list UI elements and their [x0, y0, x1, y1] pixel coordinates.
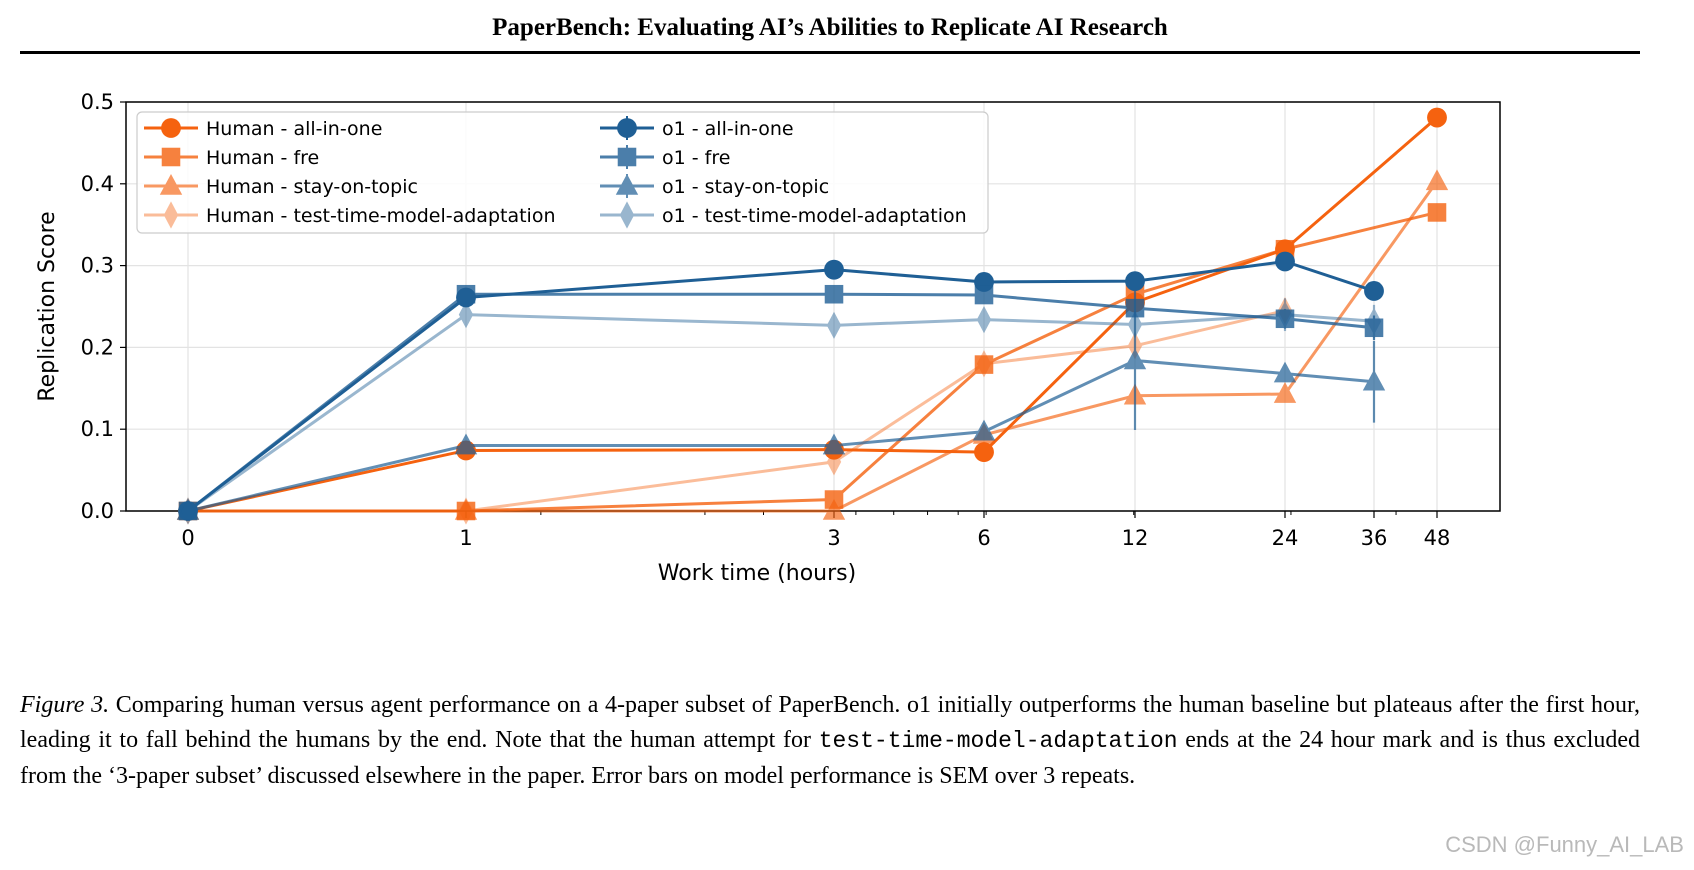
data-point	[824, 259, 844, 280]
data-point	[176, 499, 200, 520]
x-tick-label: 24	[1272, 526, 1299, 550]
figure-caption: Figure 3. Comparing human versus agent p…	[20, 688, 1640, 794]
legend-entry	[600, 116, 654, 140]
legend-label: Human - test-time-model-adaptation	[206, 205, 556, 227]
data-point	[1427, 107, 1447, 128]
data-point	[456, 284, 476, 304]
y-tick-label: 0.0	[81, 499, 114, 523]
series-line	[187, 313, 1375, 513]
header-rule	[20, 51, 1640, 54]
legend-entry	[144, 147, 198, 167]
data-point	[454, 433, 478, 455]
caption-code: test-time-model-adaptation	[818, 728, 1178, 754]
y-tick-label: 0.3	[81, 254, 114, 278]
data-point	[974, 355, 994, 374]
legend-entry	[144, 201, 198, 229]
y-tick-label: 0.5	[81, 90, 114, 114]
data-point	[1364, 281, 1384, 301]
chart-legend: Human - all-in-one Human - fre Human - sta…	[136, 111, 989, 234]
legend-marker	[163, 201, 179, 229]
data-point	[1273, 382, 1297, 403]
data-point	[458, 301, 474, 329]
data-point	[1125, 271, 1145, 292]
legend-box	[136, 111, 989, 234]
legend-label: o1 - fre	[662, 147, 730, 169]
series-line	[187, 358, 1375, 513]
legend-label: o1 - stay-on-topic	[662, 176, 829, 198]
data-point	[972, 419, 996, 441]
data-point	[1362, 369, 1386, 391]
series-human-diamond	[180, 296, 1293, 525]
caption-label: Figure 3.	[20, 692, 110, 718]
legend-marker	[617, 118, 637, 138]
data-point	[824, 284, 844, 304]
series-line	[187, 292, 1375, 513]
data-point	[974, 442, 994, 463]
x-tick-label: 6	[977, 526, 990, 550]
x-axis-label: Work time (hours)	[658, 561, 856, 586]
x-tick-label: 0	[181, 526, 194, 550]
data-point	[1277, 301, 1293, 329]
x-tick-label: 3	[827, 526, 840, 550]
x-tick-label: 12	[1122, 526, 1149, 550]
legend-marker	[617, 147, 637, 167]
data-point	[976, 350, 992, 378]
data-point	[1273, 361, 1297, 383]
legend-entry	[144, 174, 198, 195]
data-point	[1427, 203, 1447, 222]
data-point	[458, 497, 474, 525]
caption-text-1: Comparing human versus agent performance…	[20, 692, 1640, 753]
x-tick-label: 1	[459, 526, 472, 550]
legend-entry	[600, 201, 654, 229]
series-o1-circle	[178, 251, 1384, 521]
series-o1-diamond	[180, 298, 1382, 525]
page-header-title: PaperBench: Evaluating AI’s Abilities to…	[492, 14, 1168, 41]
series-o1-triangle	[176, 290, 1386, 520]
data-point	[826, 448, 842, 476]
y-axis-label: Replication Score	[35, 211, 60, 401]
watermark: CSDN @Funny_AI_LAB	[1445, 832, 1684, 857]
legend-marker	[161, 147, 181, 167]
data-point	[1123, 348, 1147, 370]
legend-marker	[159, 174, 183, 195]
legend-label: o1 - test-time-model-adaptation	[662, 205, 967, 227]
data-point	[1127, 310, 1143, 339]
data-point	[822, 433, 846, 455]
legend-marker	[619, 201, 635, 229]
caption-text-2: ends at the 24 hour mark and is thus exc…	[20, 727, 1641, 789]
y-tick-label: 0.2	[81, 335, 114, 359]
y-tick-label: 0.1	[81, 417, 114, 441]
legend-marker	[615, 174, 639, 195]
legend-entry	[144, 118, 198, 138]
legend-label: o1 - all-in-one	[662, 118, 794, 140]
legend-entry	[600, 145, 654, 169]
series-line	[188, 309, 1286, 513]
legend-label: Human - fre	[206, 147, 319, 169]
y-tick-label: 0.4	[81, 172, 114, 196]
data-point	[1275, 251, 1295, 272]
data-point	[180, 497, 196, 525]
data-point	[974, 285, 994, 305]
data-point	[822, 499, 846, 520]
data-point	[1275, 309, 1295, 329]
legend-label: Human - stay-on-topic	[206, 176, 418, 198]
legend-label: Human - all-in-one	[206, 118, 382, 140]
data-point	[1364, 318, 1384, 338]
data-point	[454, 499, 478, 520]
data-point	[1425, 169, 1449, 191]
data-point	[1366, 307, 1382, 335]
data-point	[976, 305, 992, 334]
data-point	[826, 311, 842, 339]
legend-entry	[600, 174, 654, 198]
x-tick-label: 48	[1424, 526, 1451, 550]
legend-marker	[161, 118, 181, 138]
x-tick-label: 36	[1361, 526, 1388, 550]
